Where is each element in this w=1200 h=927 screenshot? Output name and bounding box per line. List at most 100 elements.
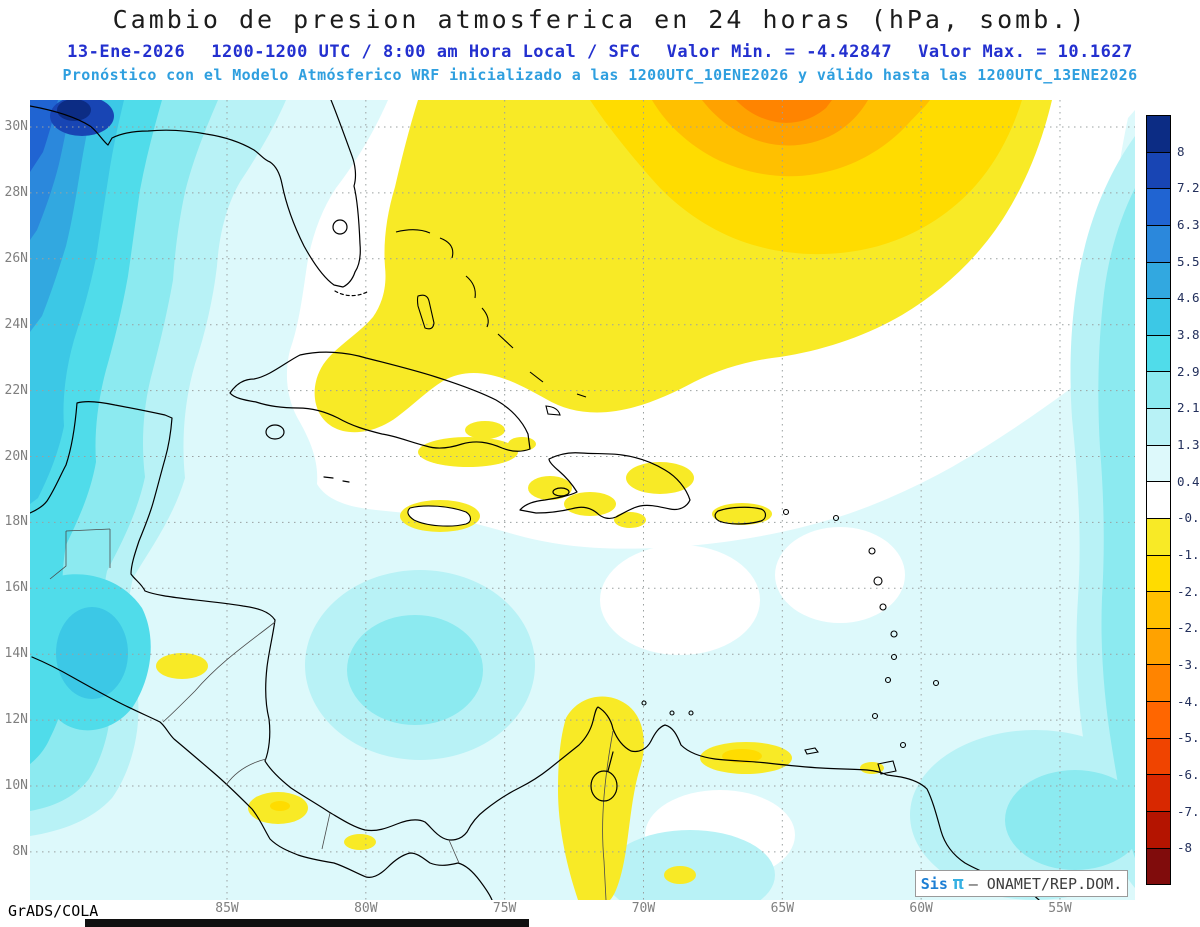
- lat-label-18N: 18N: [4, 514, 28, 530]
- field-orange-min-core: [736, 100, 832, 123]
- colorbar-segment-16: [1147, 702, 1170, 739]
- subtitle-line1: 13-Ene-2026 1200-1200 UTC / 8:00 am Hora…: [0, 42, 1200, 62]
- map-area: [30, 100, 1135, 900]
- lon-label-55W: 55W: [1048, 901, 1072, 916]
- gonave-island: [552, 487, 570, 497]
- coastline-pacific: [31, 656, 493, 900]
- colorbar-segment-10: [1147, 482, 1170, 519]
- patch-yellow-cuba-se: [508, 437, 536, 451]
- lon-label-80W: 80W: [354, 901, 378, 916]
- subtitle-max-value: Valor Max. = 10.1627: [918, 42, 1133, 62]
- field-cyan-right-2: [1098, 188, 1135, 858]
- colorbar-label-3.8: 3.8: [1177, 327, 1200, 342]
- maracaibo-channel: [607, 751, 614, 772]
- colorbar-label--4.6: -4.6: [1177, 693, 1200, 709]
- lon-label-85W: 85W: [215, 901, 239, 916]
- patch-yellow-cuba-east: [465, 421, 505, 439]
- colorbar-label-0.4: 0.4: [1177, 473, 1200, 489]
- colorbar-label--8: -8: [1177, 840, 1193, 856]
- colorbar-label--7.2: -7.2: [1177, 803, 1200, 819]
- coastline-hispaniola: [519, 452, 691, 519]
- coastline-gulf-florida: [30, 100, 361, 288]
- coastlines: [30, 100, 1040, 900]
- lat-label-20N: 20N: [4, 448, 28, 464]
- lake-maracaibo: [590, 770, 618, 802]
- colorbar-label--5.5: -5.5: [1177, 730, 1200, 746]
- subtitle-line2: Pronóstico con el Modelo Atmósferico WRF…: [62, 66, 1138, 84]
- lat-label-12N: 12N: [4, 712, 28, 728]
- patch-yellow-windward: [528, 476, 572, 500]
- patch-yellow-south-dr: [614, 512, 646, 528]
- cayman-islands: [323, 476, 350, 483]
- colorbar-segment-14: [1147, 628, 1170, 666]
- lon-label-60W: 60W: [909, 901, 933, 916]
- weather-map-svg: [30, 100, 1135, 900]
- colorbar-label--0.4: -0.4: [1177, 510, 1200, 526]
- brand-org: – ONAMET/REP.DOM.: [968, 874, 1123, 893]
- lat-label-8N: 8N: [12, 843, 28, 859]
- colorbar-segment-5: [1147, 299, 1170, 336]
- field-cyan-pale: [30, 100, 1135, 900]
- patch-yellow-haiti: [564, 492, 616, 516]
- patch-orange-costa-rica: [270, 801, 290, 811]
- pressure-field-negative: [156, 100, 1053, 900]
- colorbar-segment-17: [1147, 738, 1170, 776]
- lat-label-30N: 30N: [4, 119, 28, 134]
- subtitle-time: 1200-1200 UTC / 8:00 am Hora Local / SFC: [211, 42, 641, 62]
- coastline-puerto-rico: [714, 506, 767, 525]
- patch-yellow-honduras: [156, 653, 208, 679]
- colorbar-label-7.2: 7.2: [1177, 180, 1200, 196]
- field-cyan-bottom-right-core: [1005, 770, 1135, 870]
- colorbar-label--2.1: -2.1: [1177, 583, 1200, 599]
- lat-label-24N: 24N: [4, 316, 28, 332]
- colorbar-segment-0: [1147, 116, 1170, 153]
- colorbar-segment-6: [1147, 335, 1170, 373]
- colorbar-segment-1: [1147, 152, 1170, 190]
- pressure-field-positive: [30, 100, 1135, 900]
- colorbar-segment-20: [1147, 848, 1170, 885]
- colorbar-segment-12: [1147, 555, 1170, 593]
- colorbar-labels: 8 7.2 6.3 5.5 4.6 3.8 2.9 2.1 1.3 0.4 -0.4 -1.3 -2.1…: [1177, 115, 1200, 885]
- colorbar-segment-8: [1147, 409, 1170, 446]
- colorbar-label-1.3: 1.3: [1177, 437, 1200, 452]
- colorbar-label--2.9: -2.9: [1177, 620, 1200, 636]
- colorbar-segment-9: [1147, 445, 1170, 483]
- lat-label-10N: 10N: [4, 778, 28, 793]
- country-borders: [49, 528, 614, 900]
- bottom-edge-bar: [85, 919, 529, 927]
- colorbar-label-5.5: 5.5: [1177, 253, 1200, 269]
- coastline-cuba: [229, 351, 531, 452]
- colorbar-label-2.9: 2.9: [1177, 363, 1200, 379]
- colorbar-label--1.3: -1.3: [1177, 547, 1200, 562]
- grads-credit: GrADS/COLA: [8, 902, 99, 920]
- page-title: Cambio de presion atmosferica en 24 hora…: [112, 5, 1088, 34]
- lat-label-22N: 22N: [4, 382, 28, 398]
- field-white-hole-1: [600, 545, 760, 655]
- colorbar-label--3.8: -3.8: [1177, 657, 1200, 672]
- field-navy-max-core: [57, 100, 91, 121]
- subtitle-date: 13-Ene-2026: [67, 42, 186, 62]
- colorbar-segment-4: [1147, 262, 1170, 300]
- lat-label-16N: 16N: [4, 580, 28, 596]
- lat-label-28N: 28N: [4, 184, 28, 200]
- colorbar-segment-19: [1147, 811, 1170, 849]
- colorbar-segment-3: [1147, 225, 1170, 263]
- coastline-central-south-america: [30, 400, 1040, 900]
- colorbar-label-6.3: 6.3: [1177, 217, 1200, 232]
- field-cyan-bottom-center: [605, 830, 775, 900]
- lesser-antilles: [641, 508, 940, 775]
- subtitle-min-value: Valor Min. = -4.42847: [666, 42, 893, 62]
- field-white-hole-2: [775, 527, 905, 623]
- coastline-bahamas: [395, 229, 587, 416]
- brand-sis: Sis: [920, 874, 948, 893]
- lake-okeechobee: [332, 219, 348, 235]
- colorbar-segment-13: [1147, 592, 1170, 629]
- colorbar: [1146, 115, 1171, 885]
- colorbar-segment-2: [1147, 189, 1170, 226]
- lat-label-26N: 26N: [4, 250, 28, 266]
- isla-juventud: [265, 424, 285, 440]
- colorbar-label-8: 8: [1177, 143, 1185, 159]
- field-cyan-central-core: [347, 615, 483, 725]
- patch-orange-venezuela-coast: [722, 749, 762, 763]
